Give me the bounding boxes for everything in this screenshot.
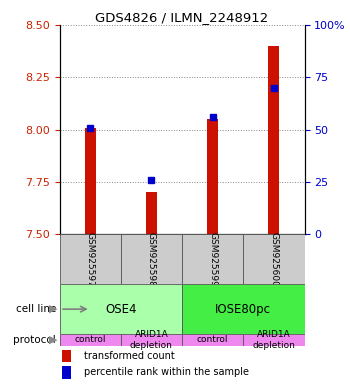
Text: OSE4: OSE4 xyxy=(105,303,136,316)
Bar xyxy=(182,284,304,334)
Bar xyxy=(62,350,71,362)
Text: ▶: ▶ xyxy=(49,304,58,314)
Text: transformed count: transformed count xyxy=(84,351,175,361)
Title: GDS4826 / ILMN_2248912: GDS4826 / ILMN_2248912 xyxy=(95,11,269,24)
Text: GSM925597: GSM925597 xyxy=(86,232,94,286)
Text: ▶: ▶ xyxy=(49,335,58,345)
Bar xyxy=(62,366,71,379)
Text: IOSE80pc: IOSE80pc xyxy=(215,303,271,316)
Text: control: control xyxy=(197,335,228,344)
Text: percentile rank within the sample: percentile rank within the sample xyxy=(84,367,249,377)
Text: ARID1A
depletion: ARID1A depletion xyxy=(252,330,295,349)
Bar xyxy=(85,127,96,234)
Bar xyxy=(60,234,121,284)
Bar xyxy=(182,234,243,284)
Text: GSM925600: GSM925600 xyxy=(270,232,278,286)
Bar xyxy=(60,334,121,346)
Bar xyxy=(243,234,304,284)
Bar xyxy=(121,234,182,284)
Text: ARID1A
depletion: ARID1A depletion xyxy=(130,330,173,349)
Bar xyxy=(268,46,279,234)
Bar xyxy=(121,334,182,346)
Bar xyxy=(146,192,157,234)
Bar xyxy=(207,119,218,234)
Bar xyxy=(243,334,304,346)
Text: control: control xyxy=(74,335,106,344)
Text: protocol: protocol xyxy=(13,335,56,345)
Bar xyxy=(60,284,182,334)
Text: GSM925599: GSM925599 xyxy=(208,232,217,286)
Bar xyxy=(182,334,243,346)
Text: GSM925598: GSM925598 xyxy=(147,232,156,286)
Text: cell line: cell line xyxy=(16,304,56,314)
